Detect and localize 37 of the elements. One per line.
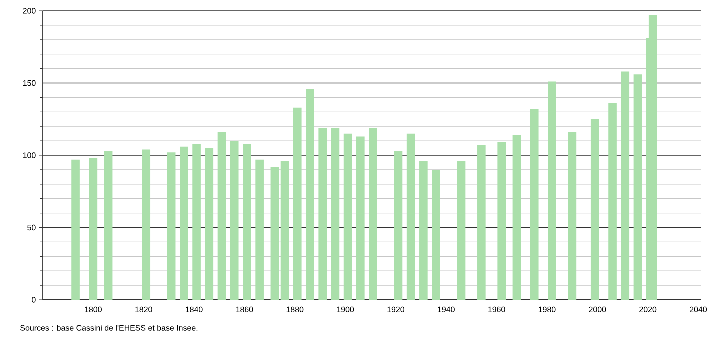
- bar: [648, 15, 658, 300]
- bar: [192, 144, 201, 300]
- bar: [621, 72, 630, 300]
- bar: [394, 151, 403, 300]
- bar: [306, 89, 314, 300]
- bar: [218, 132, 226, 300]
- bar: [256, 160, 264, 300]
- bar: [432, 170, 440, 300]
- bar: [356, 136, 365, 300]
- bar: [318, 128, 328, 300]
- bar: [498, 142, 506, 300]
- bar: [167, 152, 176, 300]
- bar: [478, 145, 486, 300]
- bar: [457, 161, 466, 300]
- bar: [406, 134, 416, 300]
- bar: [230, 141, 239, 300]
- bar: [280, 161, 290, 300]
- bar: [344, 134, 352, 300]
- bar: [205, 148, 214, 300]
- bar: [180, 146, 188, 300]
- bar: [243, 144, 252, 300]
- bar: [608, 103, 617, 300]
- bar: [72, 160, 80, 300]
- bar: [530, 109, 539, 300]
- bar: [590, 119, 600, 300]
- bar: [634, 74, 642, 300]
- bar: [293, 108, 302, 300]
- bar: [331, 128, 340, 300]
- bar: [104, 151, 113, 300]
- bar: [270, 167, 280, 300]
- bar: [142, 150, 151, 300]
- bar: [369, 128, 378, 300]
- bar: [568, 132, 577, 300]
- bar: [548, 82, 556, 300]
- bar: [512, 135, 522, 300]
- bar: [89, 158, 98, 300]
- bar: [420, 161, 428, 300]
